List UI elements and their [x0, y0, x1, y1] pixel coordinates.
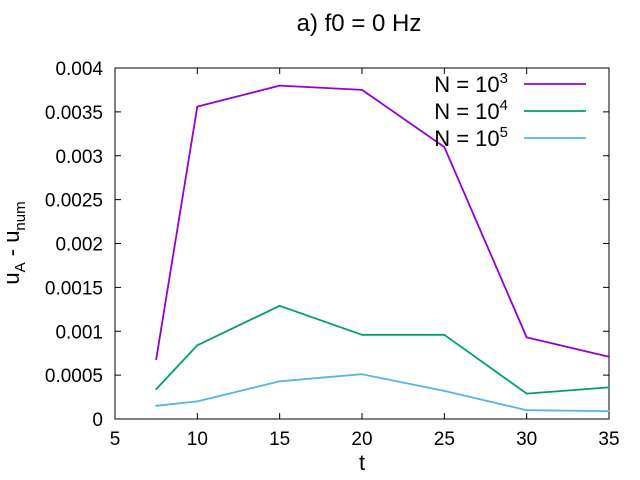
y-tick-label: 0.003: [55, 147, 103, 168]
data-point: [155, 358, 158, 361]
x-tick-label: 10: [187, 429, 208, 450]
data-point: [443, 390, 446, 392]
data-point: [278, 84, 281, 87]
y-tick-label: 0.0025: [45, 191, 103, 212]
data-point: [278, 304, 281, 307]
legend-label-base: N = 10: [434, 99, 499, 124]
data-point: [525, 392, 528, 395]
y-tick-label: 0.004: [55, 59, 103, 80]
data-point: [278, 380, 281, 383]
y-axis-label: uA - unum: [0, 201, 29, 284]
y-tick-label: 0.0015: [45, 278, 103, 299]
x-tick-label: 25: [434, 429, 455, 450]
legend-label-exponent: 3: [500, 70, 508, 87]
y-label-sub-b: num: [12, 201, 29, 230]
x-tick-label: 35: [598, 429, 619, 450]
legend-label-base: N = 10: [434, 72, 499, 97]
data-point: [443, 333, 446, 336]
x-axis-label: t: [359, 450, 365, 475]
data-point: [608, 355, 610, 358]
data-point: [525, 336, 528, 339]
y-label-main: u: [0, 272, 24, 284]
series-line-2: [155, 304, 610, 395]
data-point: [443, 146, 446, 148]
y-label-sep: - u: [0, 231, 24, 263]
data-point: [361, 333, 363, 336]
legend-label-2: N = 104: [434, 97, 508, 124]
data-point: [361, 89, 363, 91]
y-tick-label: 0.001: [55, 322, 103, 343]
legend-label-exponent: 4: [500, 97, 508, 114]
data-point: [525, 409, 528, 412]
data-point: [155, 404, 158, 407]
legend-label-base: N = 10: [434, 126, 499, 151]
data-point: [608, 410, 610, 413]
series-lines: [155, 84, 610, 413]
legend-label-3: N = 105: [434, 124, 508, 151]
plot-frame: [114, 67, 610, 420]
x-tick-label: 15: [269, 429, 290, 450]
legend-label-exponent: 5: [500, 124, 508, 141]
data-point: [608, 386, 610, 389]
legend-label-1: N = 103: [434, 70, 508, 97]
data-point: [196, 344, 199, 347]
x-tick-label: 5: [110, 429, 121, 450]
x-tick-label: 30: [516, 429, 537, 450]
data-point: [361, 373, 363, 376]
data-point: [196, 105, 199, 108]
series-line-1: [155, 84, 610, 360]
y-tick-label: 0.002: [55, 235, 103, 256]
y-tick-label: 0.0035: [45, 103, 103, 124]
y-label-sub-a: A: [12, 262, 29, 272]
chart-title: a) f0 = 0 Hz: [297, 10, 422, 37]
axis-ticks: 5 10 15 20 25 30 3500.00050.0010.00150.0020.00…: [45, 59, 620, 450]
data-point: [196, 400, 199, 403]
data-point: [155, 388, 158, 391]
y-tick-label: 0.0005: [45, 366, 103, 387]
y-tick-label: 0: [92, 410, 103, 431]
x-tick-label: 20: [351, 429, 372, 450]
